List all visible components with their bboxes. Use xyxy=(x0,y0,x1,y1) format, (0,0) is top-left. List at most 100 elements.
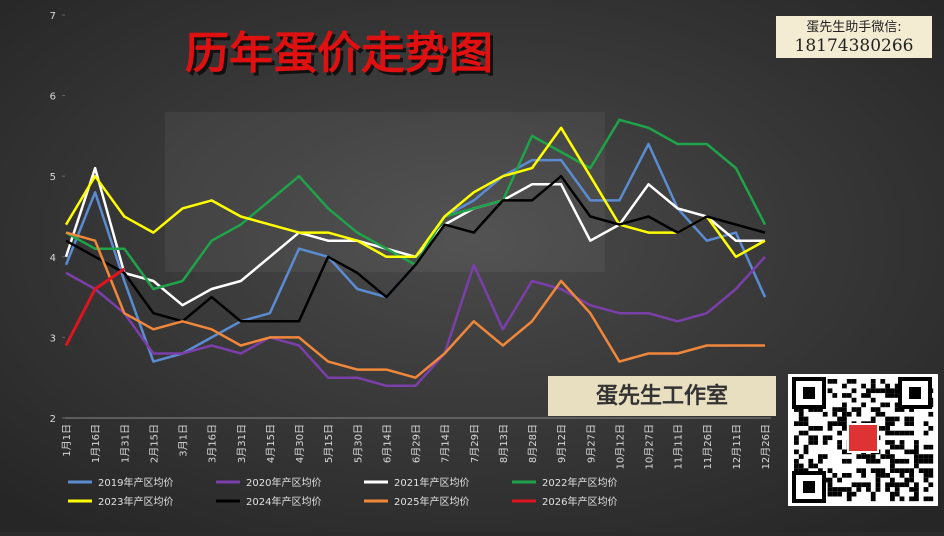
qr-cell xyxy=(846,458,852,464)
qr-cell xyxy=(909,407,914,412)
qr-cell xyxy=(870,383,876,389)
qr-cell xyxy=(861,473,866,478)
x-tick-label: 6月14日 xyxy=(381,424,393,463)
qr-cell xyxy=(856,468,862,473)
qr-cell xyxy=(894,388,900,394)
qr-cell xyxy=(827,491,833,497)
qr-cell xyxy=(851,407,857,412)
qr-code xyxy=(788,374,938,506)
qr-cell xyxy=(846,393,852,398)
x-tick-label: 5月30日 xyxy=(352,424,364,463)
qr-cell xyxy=(842,402,847,408)
qr-cell xyxy=(899,482,905,488)
x-tick-label: 2月15日 xyxy=(148,424,160,463)
qr-cell xyxy=(827,421,833,426)
x-tick-label: 3月1日 xyxy=(178,424,190,457)
qr-cell xyxy=(813,440,818,445)
qr-cell xyxy=(894,416,900,422)
qr-cell xyxy=(890,416,895,422)
qr-cell xyxy=(914,487,919,492)
qr-cell xyxy=(837,487,842,492)
qr-cell xyxy=(899,468,905,473)
qr-cell xyxy=(832,487,838,492)
qr-cell xyxy=(798,468,804,473)
qr-cell xyxy=(904,458,910,464)
qr-cell xyxy=(885,383,890,389)
qr-cell xyxy=(803,449,809,455)
qr-cell xyxy=(870,491,876,497)
qr-cell xyxy=(890,482,895,488)
qr-cell xyxy=(818,426,823,431)
qr-cell xyxy=(923,430,929,436)
qr-cell xyxy=(914,496,919,502)
qr-cell xyxy=(875,388,881,394)
x-tick-label: 11月26日 xyxy=(702,424,714,469)
qr-cell xyxy=(822,440,828,445)
qr-cell xyxy=(837,477,842,483)
qr-cell xyxy=(866,454,871,459)
qr-cell xyxy=(914,463,919,469)
qr-cell xyxy=(851,491,857,497)
qr-cell xyxy=(880,473,886,478)
qr-cell xyxy=(890,491,895,497)
qr-cell xyxy=(899,473,905,478)
qr-cell xyxy=(904,477,910,483)
qr-cell xyxy=(813,435,818,441)
x-tick-label: 8月28日 xyxy=(527,424,539,463)
badge: 蛋先生工作室 xyxy=(596,383,728,409)
qr-cell xyxy=(894,383,900,389)
qr-cell xyxy=(928,454,934,459)
x-tick-label: 1月16日 xyxy=(90,424,102,463)
legend-label: 2026年产区均价 xyxy=(542,495,617,508)
qr-cell xyxy=(875,411,881,417)
y-tick-label: 5 xyxy=(50,172,56,183)
qr-cell xyxy=(909,449,914,455)
qr-cell xyxy=(885,487,890,492)
qr-cell xyxy=(890,440,895,445)
qr-cell xyxy=(894,487,900,492)
qr-cell xyxy=(827,477,833,483)
qr-cell xyxy=(803,416,809,422)
qr-cell xyxy=(794,463,799,469)
contact-number: 18174380266 xyxy=(795,36,914,56)
chart-title: 历年蛋价走势图 xyxy=(185,28,493,79)
qr-cell xyxy=(803,421,809,426)
qr-cell xyxy=(794,435,799,441)
x-tick-label: 1月31日 xyxy=(119,424,131,463)
qr-cell xyxy=(842,487,847,492)
legend-label: 2023年产区均价 xyxy=(98,495,173,508)
qr-cell xyxy=(918,468,924,473)
qr-cell xyxy=(866,393,871,398)
qr-cell xyxy=(890,393,895,398)
x-tick-label: 10月27日 xyxy=(644,424,656,469)
x-tick-label: 4月30日 xyxy=(294,424,306,463)
qr-cell xyxy=(928,468,934,473)
qr-cell xyxy=(842,449,847,455)
qr-cell xyxy=(832,379,838,384)
qr-cell xyxy=(842,407,847,412)
qr-cell xyxy=(794,407,799,412)
qr-cell xyxy=(914,449,919,455)
qr-cell xyxy=(870,454,876,459)
qr-cell xyxy=(923,496,929,502)
qr-cell xyxy=(914,440,919,445)
qr-cell xyxy=(837,491,842,497)
qr-cell xyxy=(866,482,871,488)
qr-cell xyxy=(914,482,919,488)
qr-cell xyxy=(875,477,881,483)
qr-cell xyxy=(928,458,934,464)
qr-cell xyxy=(837,444,842,450)
qr-cell xyxy=(928,411,934,417)
qr-cell xyxy=(813,426,818,431)
qr-cell xyxy=(846,379,852,384)
qr-cell xyxy=(842,393,847,398)
qr-cell xyxy=(870,407,876,412)
qr-cell xyxy=(899,407,905,412)
qr-cell xyxy=(880,468,886,473)
qr-cell xyxy=(808,407,814,412)
qr-cell xyxy=(813,463,818,469)
qr-cell xyxy=(909,473,914,478)
x-tick-label: 5月15日 xyxy=(323,424,335,463)
qr-cell xyxy=(832,411,838,417)
